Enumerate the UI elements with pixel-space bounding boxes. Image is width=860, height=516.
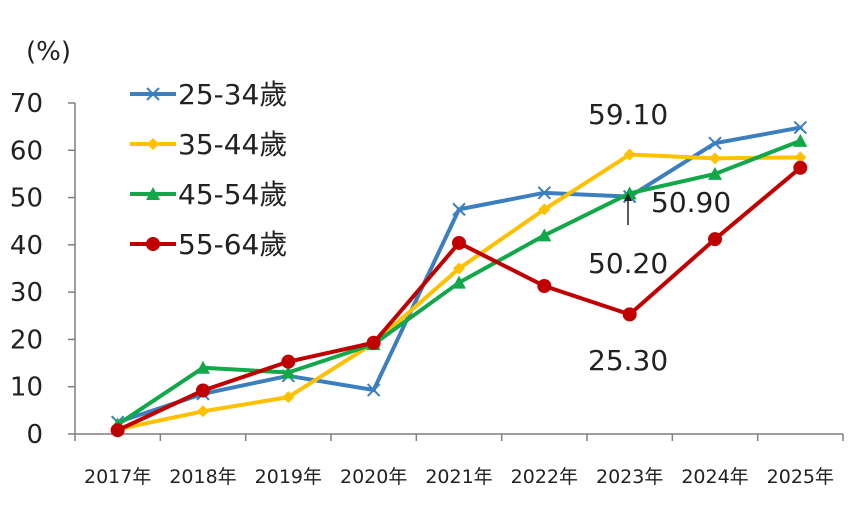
data-point-55-64: [452, 235, 466, 250]
data-point-55-64: [281, 354, 296, 369]
data-point-35-44: [794, 151, 807, 164]
y-tick-label: 50: [10, 184, 43, 214]
legend-marker: [146, 237, 160, 251]
legend-label: 35-44歲: [178, 128, 287, 161]
data-point-25-34: [708, 136, 722, 150]
x-tick-label: 2025年: [767, 466, 834, 488]
data-point-35-44: [453, 262, 465, 275]
y-tick-label: 40: [10, 231, 43, 261]
data-point-35-44: [282, 391, 295, 404]
data-point-45-54: [281, 365, 296, 379]
data-point-35-44: [623, 148, 636, 161]
legend-item-35-44: 35-44歲: [130, 128, 287, 161]
y-tick-label: 10: [10, 373, 43, 403]
series-25-34: [110, 120, 808, 429]
data-point-35-44: [197, 405, 209, 418]
y-unit-label: (%): [26, 37, 71, 67]
data-point-35-44: [709, 152, 721, 165]
legend-marker: [147, 138, 159, 150]
legend-marker: [146, 87, 160, 101]
x-tick-label: 2017年: [84, 466, 151, 488]
data-label: 25.30: [588, 344, 668, 377]
y-tick-label: 30: [10, 278, 43, 308]
legend-label: 45-54歲: [178, 178, 287, 211]
legend-item-55-64: 55-64歲: [130, 228, 287, 261]
data-point-45-54: [622, 186, 637, 200]
x-tick-label: 2023年: [596, 466, 663, 488]
legend-item-45-54: 45-54歲: [130, 178, 287, 211]
x-tick-label: 2019年: [255, 466, 322, 488]
data-point-25-34: [452, 202, 466, 217]
y-ticks: 0 10 20 30 40 50 60 70: [10, 89, 75, 450]
x-tick-label: 2021年: [425, 466, 492, 488]
data-point-25-34: [793, 120, 808, 135]
legend: 25-34歲 35-44歲 45-54歲 55-64歲: [130, 78, 287, 261]
data-point-55-64: [196, 383, 210, 398]
series-45-54: [110, 133, 808, 431]
y-tick-label: 60: [10, 136, 43, 166]
data-point-25-34: [537, 186, 552, 200]
data-point-45-54: [793, 133, 808, 147]
data-point-55-64: [793, 160, 808, 175]
x-tick-label: 2020年: [340, 466, 407, 488]
series-line-25-34: [115, 125, 803, 425]
x-tick-label: 2024年: [681, 466, 748, 488]
data-point-55-64: [110, 423, 125, 438]
x-tick-label: 2022年: [511, 466, 578, 488]
data-label: 59.10: [588, 98, 668, 131]
data-point-35-44: [538, 203, 551, 216]
data-point-55-64: [708, 232, 722, 247]
data-point-55-64: [537, 278, 552, 293]
legend-label: 55-64歲: [178, 228, 287, 261]
data-point-45-54: [708, 166, 722, 180]
data-point-55-64: [366, 335, 381, 350]
x-ticks: 2017年 2018年 2019年 2020年 2021年 2022年 2023年 2024年…: [74, 434, 844, 488]
data-point-55-64: [622, 307, 637, 322]
data-label: 50.20: [588, 247, 668, 280]
x-tick-label: 2018年: [169, 466, 236, 488]
series-layer: [110, 120, 808, 438]
data-point-25-34: [366, 383, 381, 397]
annotations: 59.10 50.90 50.20 25.30: [588, 98, 731, 377]
y-tick-label: 0: [26, 420, 43, 450]
data-point-45-54: [537, 228, 552, 242]
legend-label: 25-34歲: [178, 78, 287, 111]
y-tick-label: 70: [10, 89, 43, 119]
series-55-64: [110, 160, 808, 438]
annotation-arrowhead: [624, 193, 632, 201]
data-point-45-54: [196, 360, 210, 374]
legend-marker: [146, 187, 160, 200]
legend-item-25-34: 25-34歲: [130, 78, 287, 111]
y-tick-label: 20: [10, 325, 43, 355]
data-label: 50.90: [651, 186, 731, 219]
data-point-45-54: [452, 275, 466, 289]
